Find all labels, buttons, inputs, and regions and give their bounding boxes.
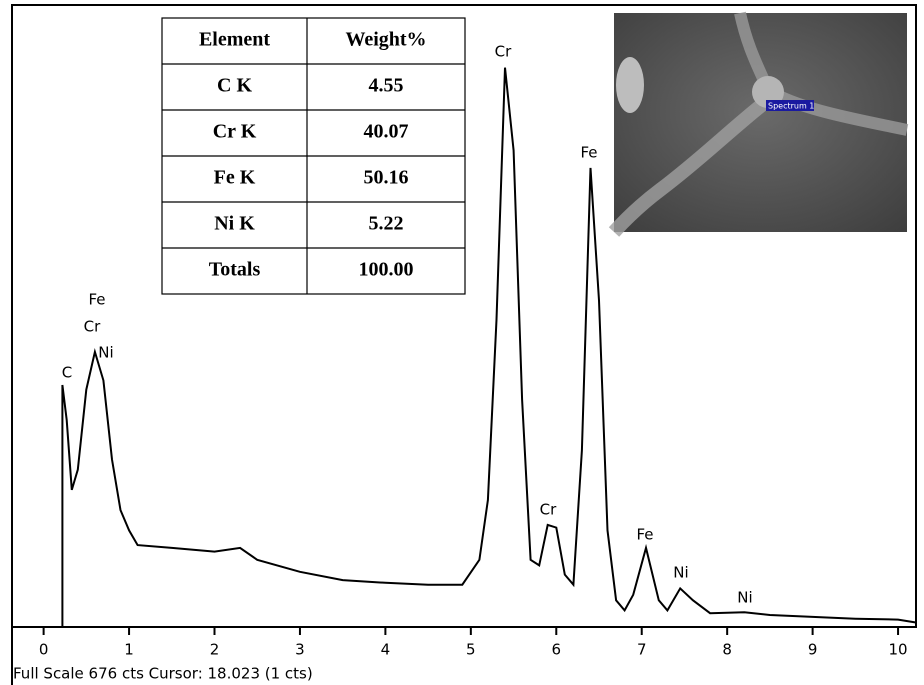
spectrum-marker — [766, 100, 814, 111]
spectrum-label: Spectrum 1 — [768, 102, 814, 111]
weight-table: Element Weight% C K 4.55 Cr K 40.07 Fe K 50.16 N… — [161, 17, 466, 295]
sem-ridge — [608, 94, 773, 237]
x-tick-label: 3 — [295, 641, 305, 659]
table-cell: 5.22 — [369, 213, 404, 235]
peak-label: Cr — [495, 43, 512, 61]
table-cell: Element — [199, 29, 270, 51]
sem-particle — [616, 57, 644, 113]
x-tick-label: 9 — [808, 641, 818, 659]
x-tick-label: 6 — [552, 641, 562, 659]
peak-label: Fe — [88, 291, 105, 309]
x-tick-label: 5 — [466, 641, 476, 659]
peak-label: Fe — [580, 144, 597, 162]
x-tick-label: 1 — [124, 641, 134, 659]
table-cell: 40.07 — [364, 121, 409, 143]
sem-image: Spectrum 1 — [608, 11, 909, 237]
x-tick-label: 4 — [381, 641, 391, 659]
peak-label: Cr — [540, 501, 557, 519]
table-cell: Ni K — [214, 213, 255, 235]
table-cell: Weight% — [345, 29, 426, 51]
table-cell: 4.55 — [369, 75, 404, 97]
table-cell: Totals — [209, 259, 261, 281]
peak-label: Ni — [98, 344, 113, 362]
status-footer: Full Scale 676 cts Cursor: 18.023 (1 cts… — [13, 665, 313, 683]
peak-label: Ni — [737, 589, 752, 607]
x-tick-label: 8 — [722, 641, 732, 659]
table-cell: Cr K — [213, 121, 257, 143]
x-tick-label: 10 — [889, 641, 908, 659]
spectrum-line — [61, 67, 916, 627]
table-cell: C K — [217, 75, 252, 97]
peak-label: C — [62, 364, 72, 382]
x-tick-label: 0 — [39, 641, 49, 659]
table-cell: 100.00 — [359, 259, 414, 281]
peak-label: Fe — [636, 526, 653, 544]
table-cell: 50.16 — [364, 167, 409, 189]
peak-label: Ni — [673, 564, 688, 582]
peak-label: Cr — [84, 318, 101, 336]
table-cell: Fe K — [214, 167, 256, 189]
x-tick-label: 2 — [210, 641, 220, 659]
x-tick-label: 7 — [637, 641, 647, 659]
